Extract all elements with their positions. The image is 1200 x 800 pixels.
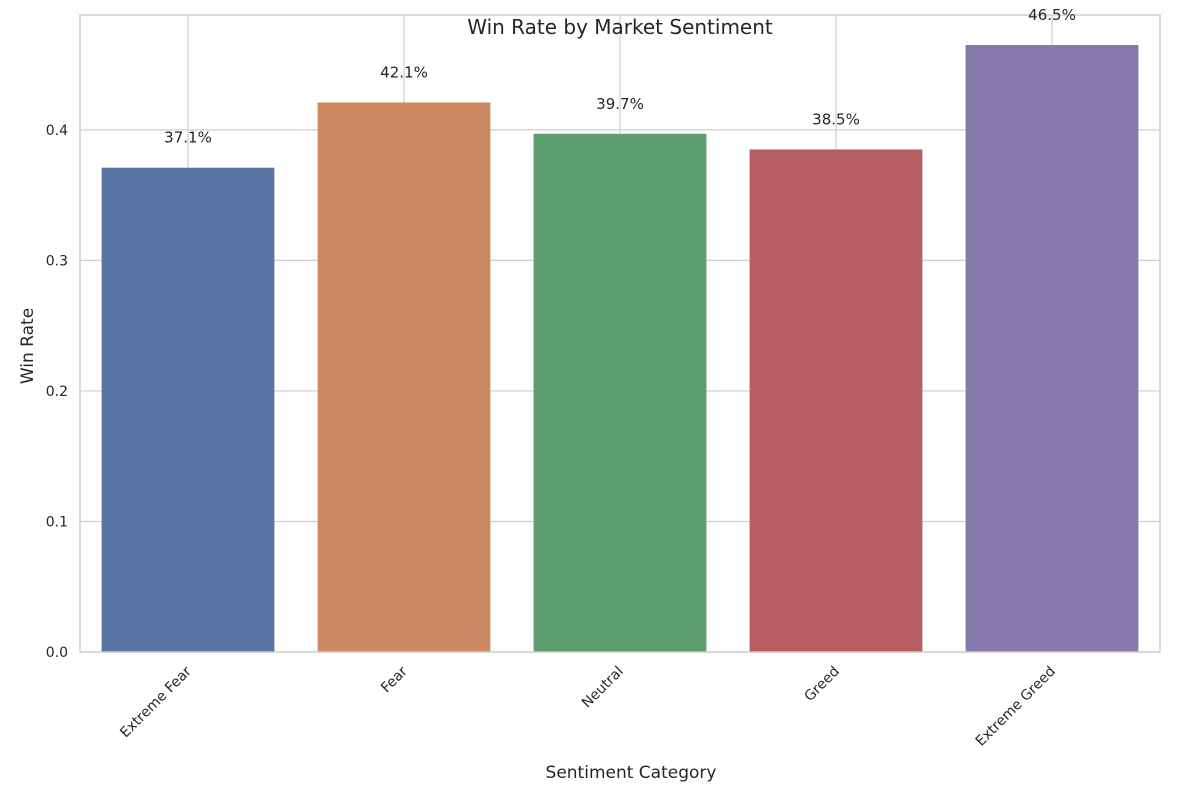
x-axis-ticks: Extreme Fear Fear Neutral Greed Extreme Gree… — [117, 663, 1059, 749]
chart-title: Win Rate by Market Sentiment — [467, 15, 773, 39]
x-tick-label: Extreme Greed — [973, 664, 1059, 750]
y-axis-label: Win Rate — [18, 308, 38, 384]
x-tick-label: Fear — [378, 663, 411, 696]
bars — [101, 45, 1139, 653]
x-tick-label: Extreme Fear — [117, 663, 195, 741]
x-tick-label: Neutral — [579, 664, 627, 712]
bar — [965, 45, 1139, 653]
plot-frame — [79, 14, 1161, 653]
y-tick-label: 0.0 — [46, 645, 68, 661]
bar — [533, 133, 707, 652]
y-tick-label: 0.4 — [46, 123, 68, 139]
data-labels: 37.1% 42.1% 39.7% 38.5% 46.5% — [164, 6, 1076, 147]
bar-value-label: 42.1% — [380, 63, 428, 81]
y-axis-ticks: 0.0 0.1 0.2 0.3 0.4 — [46, 123, 68, 661]
bar — [101, 167, 275, 652]
x-axis-label: Sentiment Category — [546, 763, 717, 783]
y-tick-label: 0.3 — [46, 253, 68, 269]
y-tick-label: 0.1 — [46, 514, 68, 530]
bar-value-label: 37.1% — [164, 129, 212, 147]
x-tick-label: Greed — [802, 664, 843, 705]
bar — [317, 102, 491, 652]
bar-value-label: 46.5% — [1028, 6, 1076, 24]
bar-value-label: 38.5% — [812, 110, 860, 128]
y-tick-label: 0.2 — [46, 384, 68, 400]
bar — [749, 149, 923, 652]
bar-value-label: 39.7% — [596, 95, 644, 113]
